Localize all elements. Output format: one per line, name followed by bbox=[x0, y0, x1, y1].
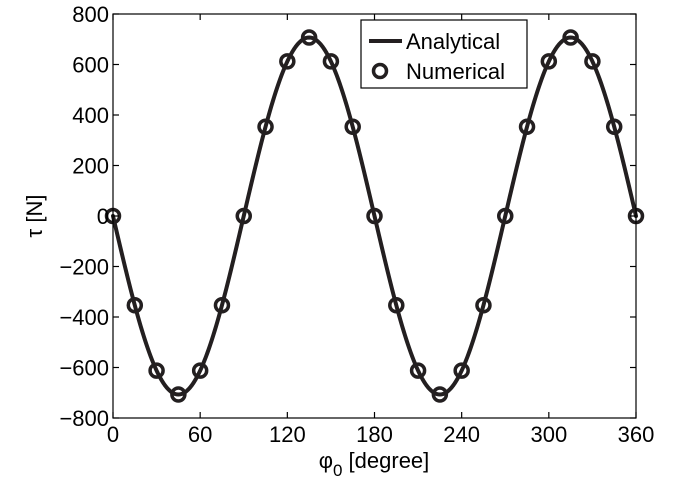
series-numerical-point bbox=[388, 297, 405, 314]
series-numerical-point bbox=[497, 207, 514, 225]
y-axis-label: τ [N] bbox=[22, 195, 47, 238]
series-numerical-point bbox=[170, 386, 187, 403]
series-numerical-point bbox=[191, 362, 209, 379]
series-numerical-point bbox=[453, 362, 470, 379]
series-numerical-point bbox=[409, 362, 427, 379]
x-tick-label: 180 bbox=[356, 422, 393, 447]
series-numerical-point bbox=[148, 362, 165, 379]
x-tick-label: 0 bbox=[107, 422, 119, 447]
series-numerical-point bbox=[322, 53, 340, 70]
series-numerical-point bbox=[213, 297, 231, 314]
legend: Analytical Numerical bbox=[360, 19, 528, 89]
x-tick-label: 120 bbox=[269, 422, 306, 447]
legend-label-analytical: Analytical bbox=[406, 29, 500, 54]
legend-marker-swatch bbox=[371, 62, 389, 80]
x-axis-label-symbol: φ bbox=[319, 448, 333, 473]
series-numerical-point bbox=[605, 118, 623, 135]
y-tick-label: 600 bbox=[72, 53, 109, 78]
x-axis-label: φ0 [degree] bbox=[319, 448, 430, 480]
series-analytical-line bbox=[111, 35, 638, 397]
series-numerical-point bbox=[279, 53, 296, 70]
x-axis-label-unit: [degree] bbox=[342, 448, 429, 473]
series-numerical-point bbox=[584, 53, 601, 70]
series-numerical-point bbox=[300, 29, 318, 46]
y-tick-label: −200 bbox=[59, 255, 109, 280]
series-numerical-point bbox=[562, 29, 579, 46]
series-numerical-point bbox=[431, 386, 449, 403]
x-tick-label: 300 bbox=[530, 422, 567, 447]
y-tick-label: −400 bbox=[59, 305, 109, 330]
y-tick-label: 0 bbox=[97, 204, 109, 229]
series-numerical-point bbox=[344, 118, 361, 135]
series-numerical-point bbox=[518, 118, 536, 135]
x-tick-label: 60 bbox=[188, 422, 212, 447]
series-numerical-point bbox=[366, 207, 383, 225]
series-numerical-point bbox=[475, 297, 492, 314]
y-tick-label: 800 bbox=[72, 2, 109, 27]
x-axis-label-subscript: 0 bbox=[333, 461, 342, 480]
plot-frame bbox=[112, 13, 637, 419]
y-tick-label: −600 bbox=[59, 356, 109, 381]
legend-box bbox=[360, 19, 528, 89]
series-numerical-point bbox=[540, 53, 558, 70]
series-numerical-point bbox=[126, 297, 144, 314]
y-tick-label: 400 bbox=[72, 103, 109, 128]
series-numerical-point bbox=[257, 118, 274, 135]
x-tick-label: 360 bbox=[618, 422, 655, 447]
x-tick-label: 240 bbox=[443, 422, 480, 447]
series-numerical-point bbox=[235, 207, 252, 225]
axes-layer: 0 60 120 180 240 300 360 −800 −600 −400 −200 0 200 40… bbox=[59, 2, 654, 447]
legend-label-numerical: Numerical bbox=[406, 59, 505, 84]
y-tick-label: −800 bbox=[59, 406, 109, 431]
y-tick-label: 200 bbox=[72, 154, 109, 179]
